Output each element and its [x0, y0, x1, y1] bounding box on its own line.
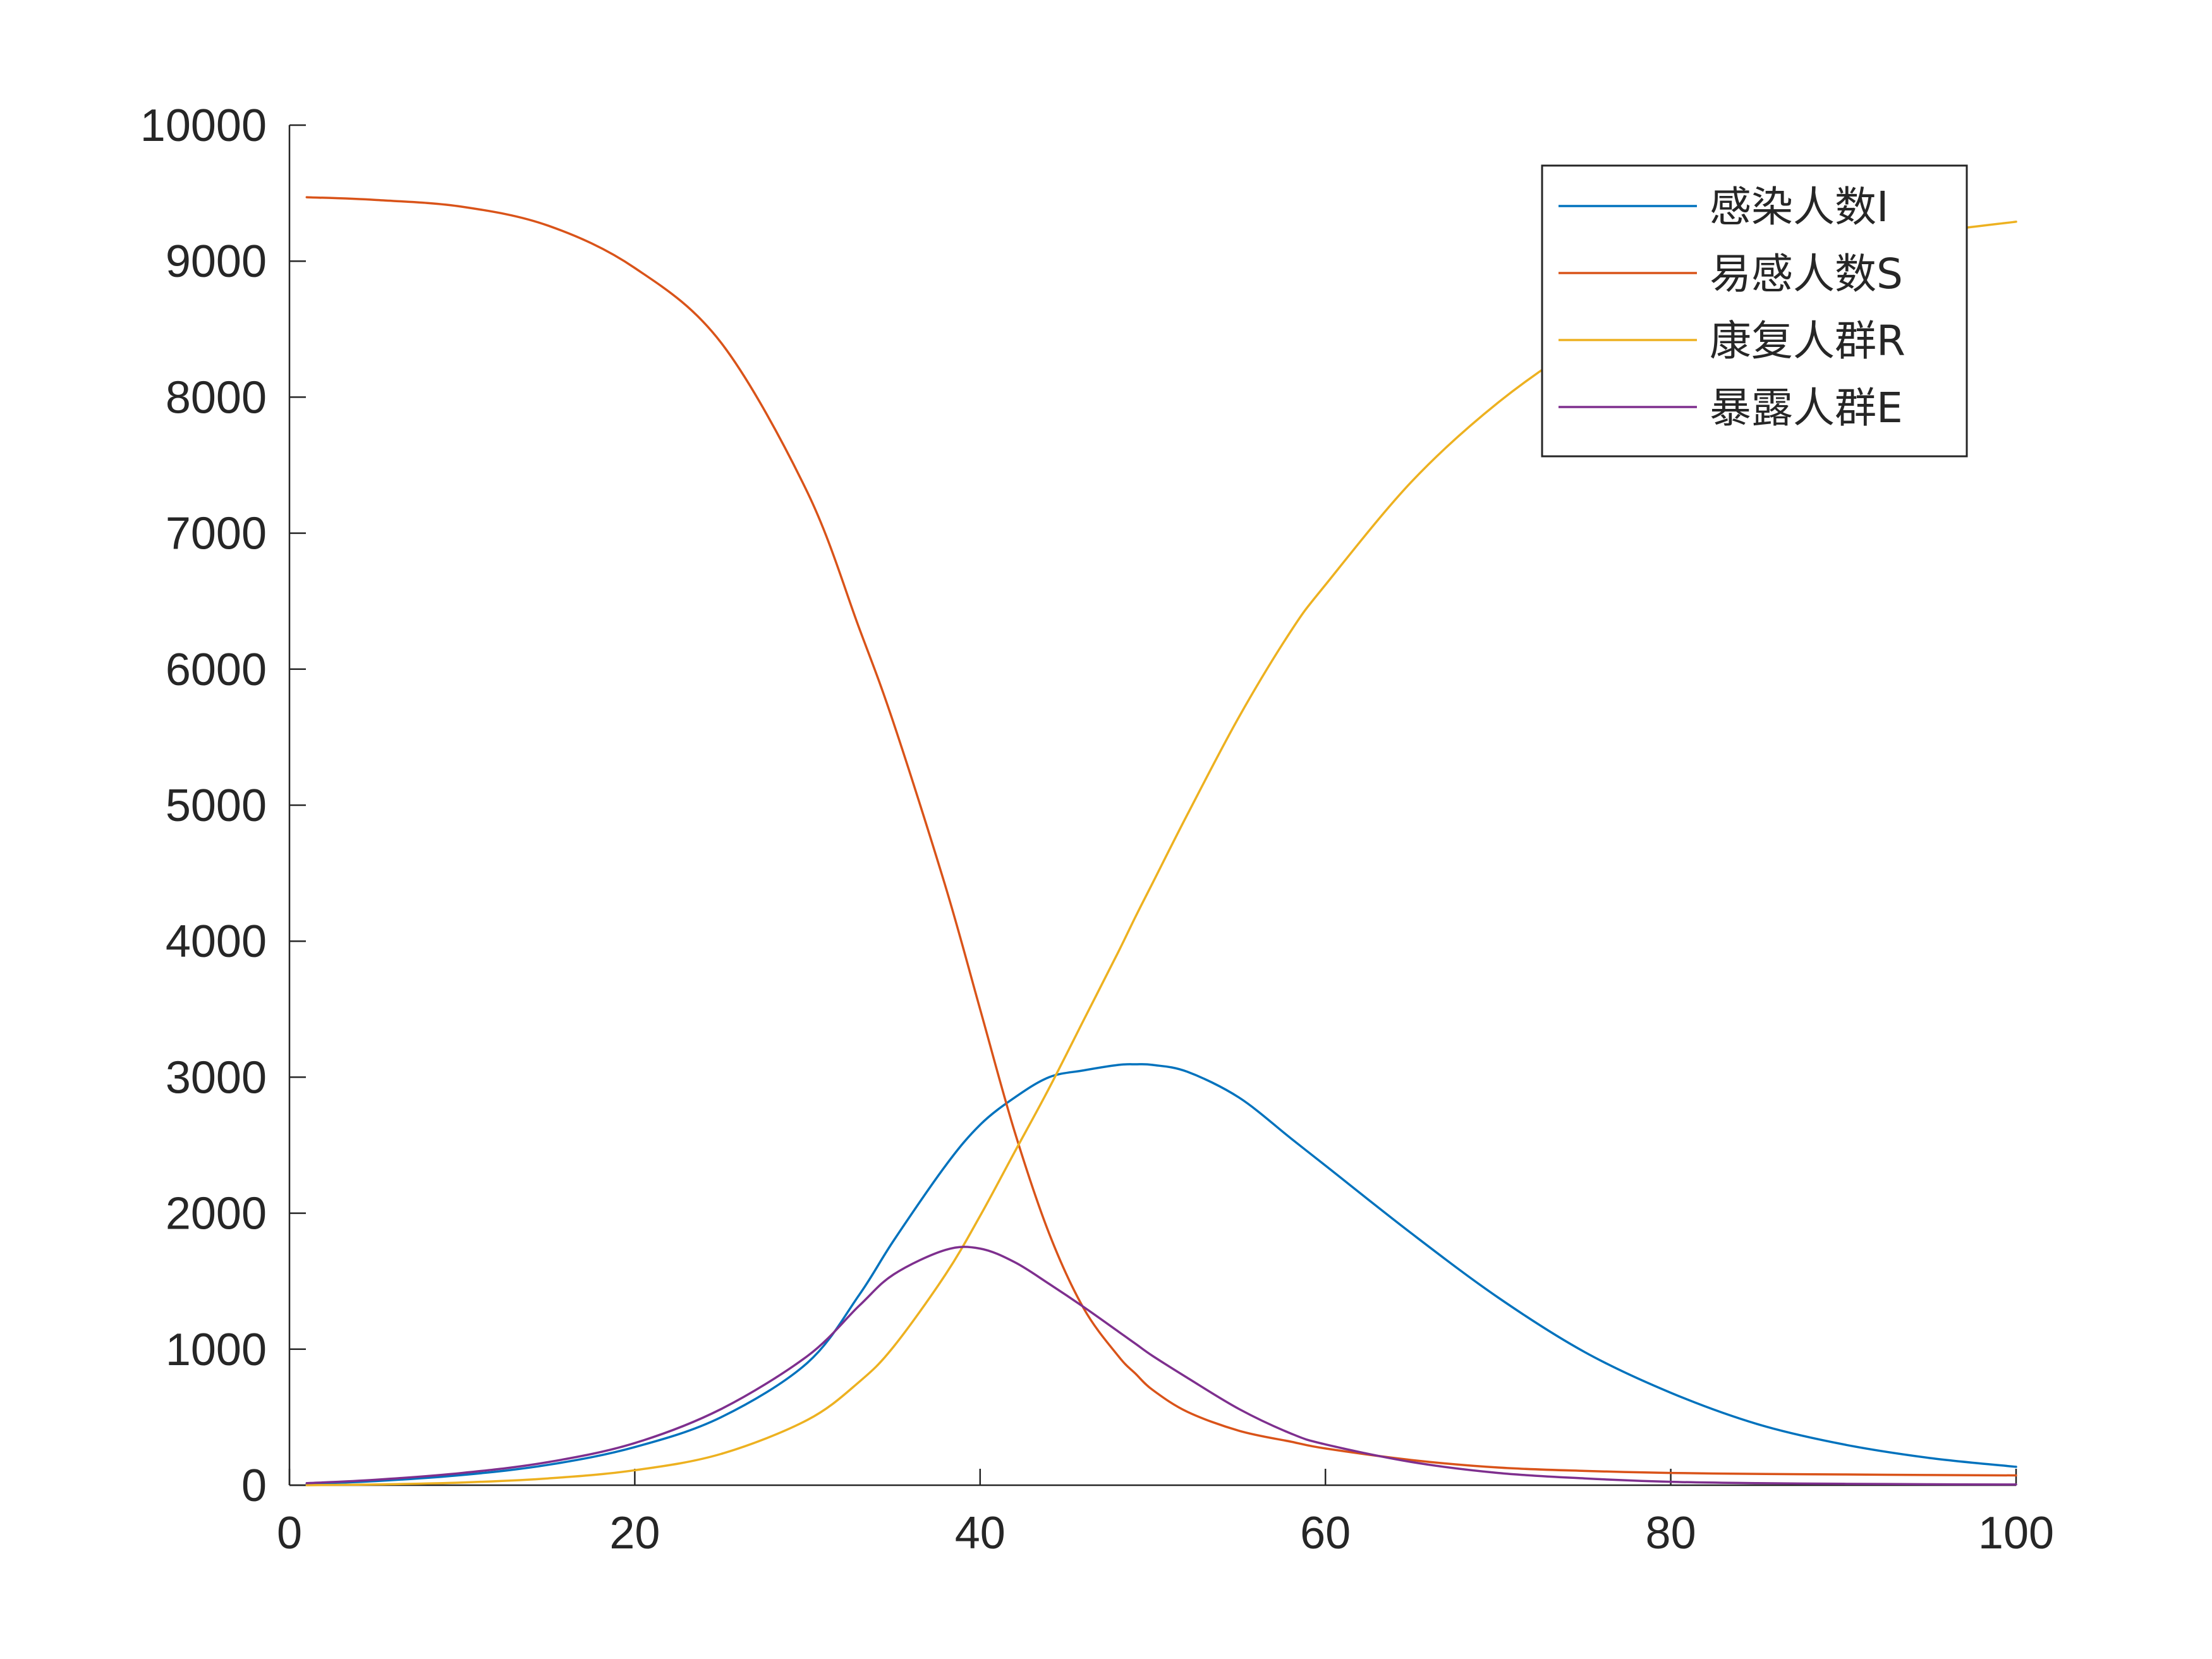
y-tick-label: 8000 [166, 372, 267, 423]
y-tick-label: 6000 [166, 645, 267, 695]
y-tick-label: 2000 [166, 1189, 267, 1239]
y-tick-label: 1000 [166, 1325, 267, 1375]
series-line-2 [305, 196, 2017, 1477]
x-tick-label: 40 [955, 1508, 1006, 1559]
y-tick-label: 10000 [140, 100, 267, 151]
x-tick-label: 100 [1978, 1508, 2054, 1559]
series-line-4 [305, 1246, 2017, 1486]
x-tick-label: 20 [609, 1508, 660, 1559]
y-tick-label: 7000 [166, 509, 267, 559]
legend-label: 暴露人群E [1710, 384, 1903, 432]
y-tick-label: 9000 [166, 236, 267, 287]
legend-label: 感染人数I [1710, 183, 1888, 231]
x-tick-label: 80 [1646, 1508, 1696, 1559]
y-tick-label: 5000 [166, 781, 267, 831]
x-tick-label: 60 [1300, 1508, 1351, 1559]
y-tick-label: 4000 [166, 916, 267, 967]
x-tick-label: 0 [277, 1508, 302, 1559]
axes: 0100020003000400050006000700080009000100… [140, 100, 2054, 1559]
legend: 感染人数I 易感人数S 康复人群R 暴露人群E [1541, 164, 1968, 458]
legend-label: 康复人群R [1710, 317, 1905, 365]
series-line-1 [305, 1063, 2017, 1485]
y-tick-label: 0 [241, 1461, 267, 1511]
y-tick-label: 3000 [166, 1052, 267, 1103]
legend-label: 易感人数S [1710, 250, 1903, 298]
